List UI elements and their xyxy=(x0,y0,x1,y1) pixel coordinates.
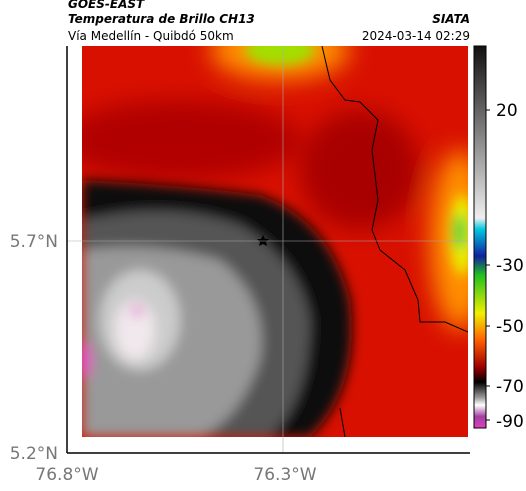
border-line xyxy=(321,46,468,333)
lat-label: 5.2°N xyxy=(10,444,58,464)
title: GOES-EAST xyxy=(68,0,145,11)
lon-label: 76.8°W xyxy=(35,465,98,485)
colorbar-label: -90 xyxy=(496,412,524,432)
location: Vía Medellín - Quibdó 50km xyxy=(68,29,234,43)
colorbar xyxy=(473,45,487,429)
colorbar-label: 20 xyxy=(496,101,518,121)
border-line xyxy=(339,407,346,437)
colorbar-ticks xyxy=(486,109,490,421)
lon-label: 76.3°W xyxy=(253,465,316,485)
colorbar-label: -30 xyxy=(496,256,524,276)
source: SIATA xyxy=(432,12,470,26)
colorbar-label: -70 xyxy=(496,377,524,397)
colorbar-label: -50 xyxy=(496,317,524,337)
satellite-image xyxy=(82,46,468,437)
subtitle: Temperatura de Brillo CH13 xyxy=(68,12,255,26)
lat-label: 5.7°N xyxy=(10,232,58,252)
city-marker xyxy=(257,235,269,246)
timestamp: 2024-03-14 02:29 xyxy=(362,29,470,43)
